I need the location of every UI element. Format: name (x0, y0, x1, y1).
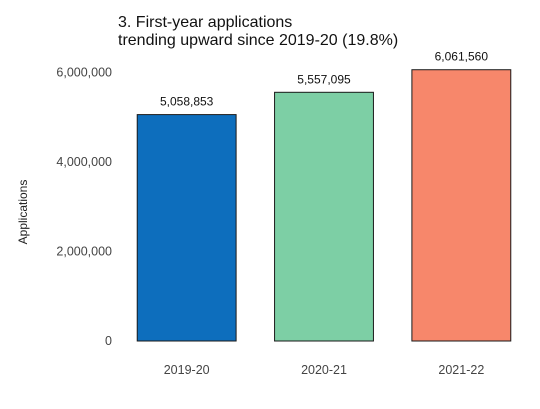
chart-title: 3. First-year applications trending upwa… (118, 14, 398, 50)
x-axis-ticks: 2019-20 2020-21 2021-22 (164, 363, 485, 377)
bar-2021-22 (411, 69, 512, 342)
bar-value-label: 5,058,853 (160, 95, 214, 109)
chart-title-line-2: trending upward since 2019-20 (19.8%) (118, 32, 399, 49)
bars (136, 69, 512, 342)
y-tick-label: 6,000,000 (56, 65, 112, 79)
bar-2020-21 (274, 91, 374, 342)
bar-value-labels: 5,058,853 5,557,095 6,061,560 (160, 50, 488, 109)
y-tick-label: 4,000,000 (56, 155, 112, 169)
bar-2019-20 (136, 114, 237, 342)
y-axis-label: Applications (16, 180, 30, 245)
y-tick-label: 0 (105, 334, 112, 348)
chart-title-line-1: 3. First-year applications (118, 14, 293, 31)
bar-value-label: 6,061,560 (435, 50, 489, 64)
y-axis-ticks: 0 2,000,000 4,000,000 6,000,000 (56, 65, 112, 348)
x-tick-label: 2019-20 (164, 363, 210, 377)
bar-value-label: 5,557,095 (297, 72, 351, 86)
x-tick-label: 2020-21 (301, 363, 347, 377)
y-tick-label: 2,000,000 (56, 244, 112, 258)
x-tick-label: 2021-22 (438, 363, 484, 377)
